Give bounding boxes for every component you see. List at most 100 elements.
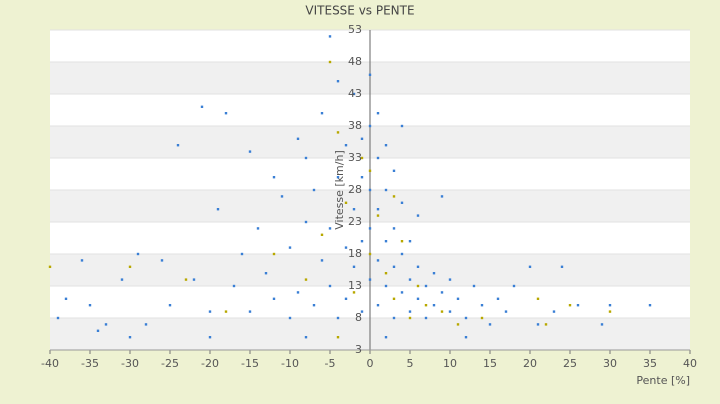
point <box>328 227 332 230</box>
point <box>472 284 476 288</box>
point <box>496 297 500 300</box>
point <box>392 265 396 268</box>
chart-title: VITESSE vs PENTE <box>305 4 414 18</box>
point <box>56 316 60 320</box>
point <box>160 259 164 262</box>
point <box>344 297 348 300</box>
point <box>408 240 412 243</box>
point <box>240 252 244 256</box>
point <box>568 304 572 307</box>
point <box>288 246 292 249</box>
y-tick-label: 18 <box>348 247 362 260</box>
point <box>272 297 276 300</box>
point <box>352 92 356 96</box>
point <box>96 329 100 332</box>
point <box>264 272 268 275</box>
x-tick-label: -10 <box>281 357 299 370</box>
y-tick-label: 38 <box>348 119 362 132</box>
point <box>360 310 364 313</box>
point <box>648 304 652 307</box>
point <box>384 272 388 275</box>
point <box>368 188 372 192</box>
point <box>280 195 284 198</box>
point <box>400 291 404 294</box>
point <box>352 291 356 294</box>
point <box>368 124 372 128</box>
point <box>216 208 220 211</box>
point <box>176 144 180 147</box>
point <box>296 137 300 140</box>
point <box>376 214 380 217</box>
point <box>392 316 396 320</box>
point <box>368 73 372 76</box>
point <box>320 233 324 236</box>
point <box>384 336 388 339</box>
point <box>480 316 484 320</box>
point <box>536 323 540 326</box>
point <box>80 259 84 262</box>
point <box>560 265 564 268</box>
point <box>384 284 388 288</box>
x-tick-label: 30 <box>603 357 617 370</box>
point <box>336 131 340 134</box>
y-axis-title: Vitesse [km/h] <box>333 150 346 230</box>
point <box>576 304 580 307</box>
point <box>512 284 516 288</box>
point <box>336 316 340 320</box>
point <box>368 169 372 172</box>
point <box>224 112 228 115</box>
point <box>376 304 380 307</box>
point <box>400 240 404 243</box>
point <box>392 227 396 230</box>
point <box>424 304 428 307</box>
point <box>536 297 540 300</box>
point <box>360 176 364 179</box>
x-tick-label: -30 <box>121 357 139 370</box>
point <box>544 323 548 326</box>
x-tick-label: -35 <box>81 357 99 370</box>
y-tick-label: 23 <box>348 215 362 228</box>
point <box>416 297 420 300</box>
point <box>368 252 372 256</box>
point <box>440 195 444 198</box>
point <box>64 297 68 300</box>
y-tick-label: 43 <box>348 87 362 100</box>
point <box>384 188 388 192</box>
point <box>392 297 396 300</box>
point <box>408 316 412 320</box>
y-tick-label: 53 <box>348 23 362 36</box>
point <box>416 214 420 217</box>
point <box>328 60 332 64</box>
point <box>168 304 172 307</box>
y-tick-label: 3 <box>355 343 362 356</box>
point <box>528 265 532 268</box>
point <box>352 265 356 268</box>
x-tick-label: 15 <box>483 357 497 370</box>
point <box>344 201 348 204</box>
point <box>104 323 108 326</box>
x-tick-label: 10 <box>443 357 457 370</box>
point <box>392 169 396 172</box>
point <box>88 304 92 307</box>
point <box>376 208 380 211</box>
x-tick-label: 25 <box>563 357 577 370</box>
point <box>552 310 556 313</box>
x-tick-label: -40 <box>41 357 59 370</box>
point <box>336 336 340 339</box>
point <box>312 188 316 192</box>
x-axis-title: Pente [%] <box>636 374 690 387</box>
point <box>344 246 348 249</box>
point <box>296 291 300 294</box>
point <box>432 272 436 275</box>
point <box>256 227 260 230</box>
y-tick-label: 13 <box>348 279 362 292</box>
x-tick-label: 5 <box>407 357 414 370</box>
point <box>304 336 308 339</box>
point <box>224 310 228 313</box>
point <box>488 323 492 326</box>
point <box>400 252 404 256</box>
point <box>144 323 148 326</box>
point <box>384 240 388 243</box>
x-tick-label: 20 <box>523 357 537 370</box>
point <box>344 144 348 147</box>
